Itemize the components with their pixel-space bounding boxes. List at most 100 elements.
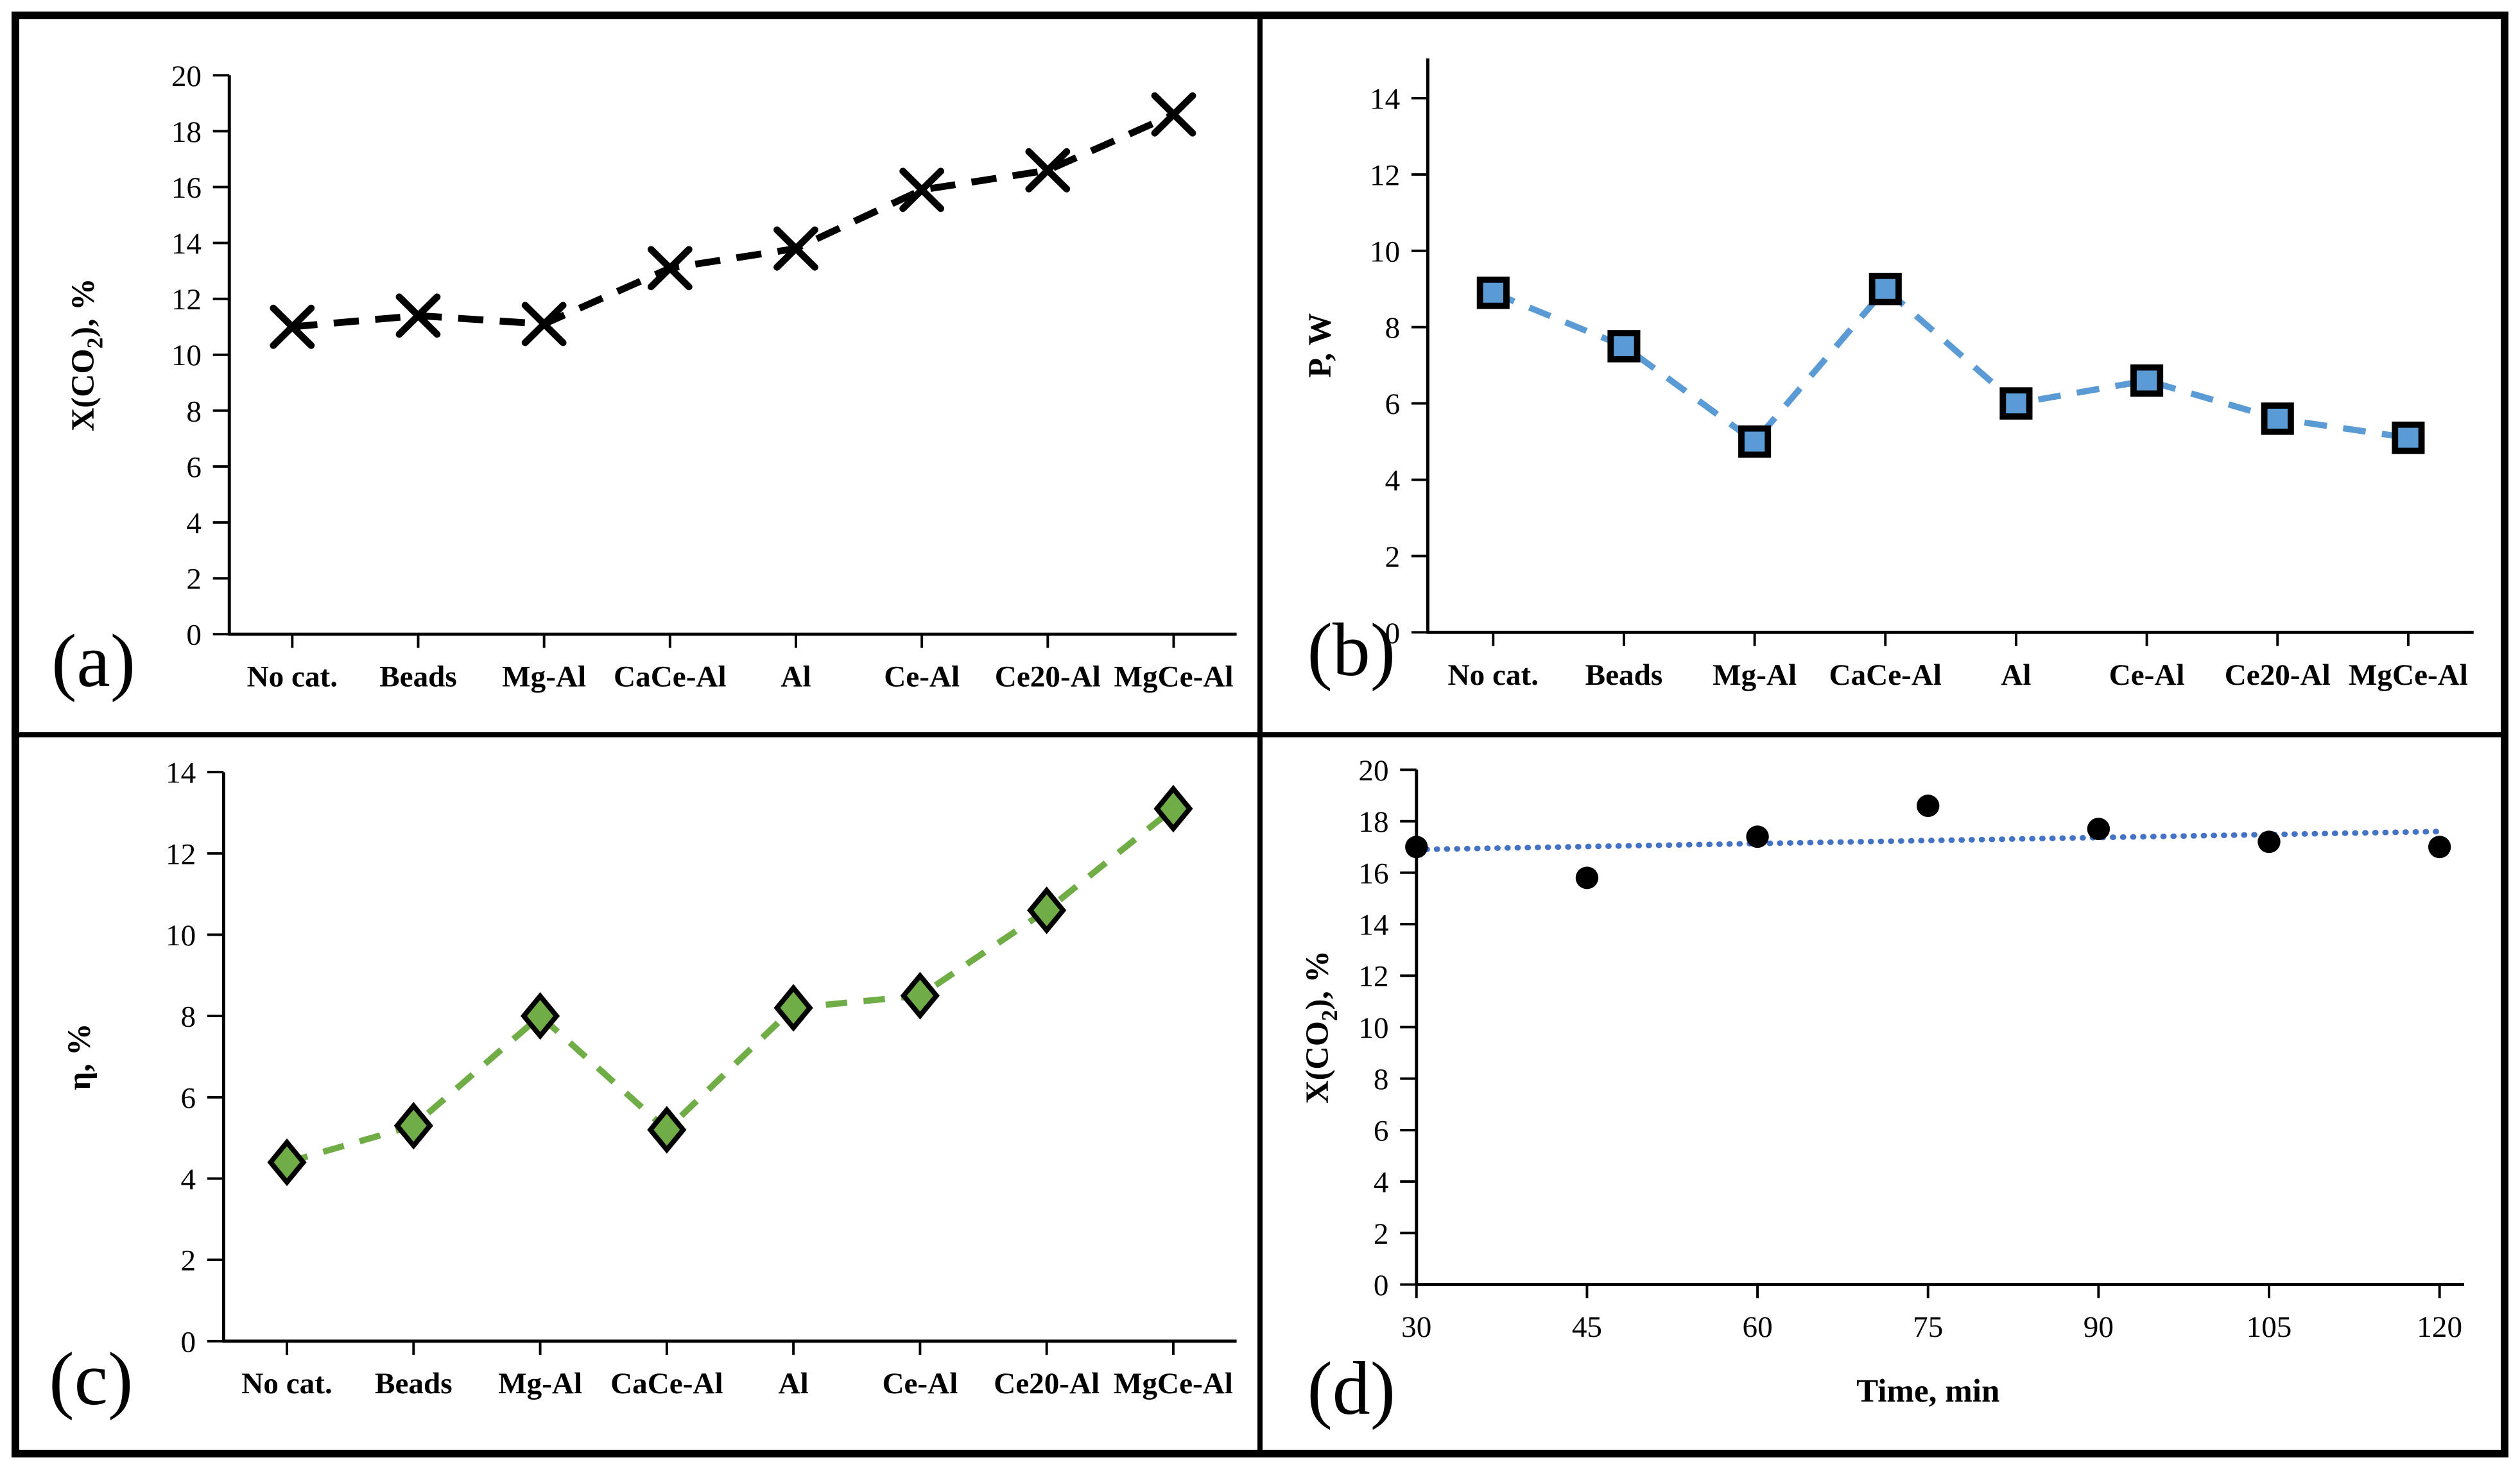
y-tick-label: 14 [1370, 83, 1400, 116]
category-label: MgCe-Al [2349, 658, 2468, 692]
y-tick-label: 14 [1358, 908, 1388, 941]
trend-line [1413, 828, 2443, 852]
panel-a: 0 2 4 6 8 10 12 14 16 18 20 No cat. Beads Mg-Al CaCe-A… [19, 19, 1260, 735]
y-tick-label: 18 [171, 116, 202, 149]
category-label: CaCe-Al [610, 1367, 723, 1400]
y-tick-label: 0 [1385, 617, 1401, 650]
category-label: Ce20-Al [994, 1367, 1100, 1400]
marker-square [2130, 364, 2164, 397]
marker-square [1476, 276, 1510, 309]
marker-circle [2428, 835, 2451, 858]
y-tick-label: 2 [1374, 1217, 1389, 1251]
chart-a-co2-conversion-by-catalyst: 0 2 4 6 8 10 12 14 16 18 20 No cat. Beads Mg-Al CaCe-A… [65, 60, 1237, 694]
marker-x-cross [395, 293, 441, 338]
figure-panel-grid: 0 2 4 6 8 10 12 14 16 18 20 No cat. Beads Mg-Al CaCe-A… [12, 12, 2508, 1457]
category-label: Al [2001, 658, 2031, 692]
marker-x-cross [521, 302, 567, 347]
marker-diamond [900, 971, 940, 1020]
marker-diamond [267, 1138, 307, 1186]
y-tick-label: 16 [1358, 857, 1388, 890]
y-tick-label: 14 [166, 756, 196, 789]
y-tick-label: 6 [1374, 1114, 1389, 1147]
category-label: MgCe-Al [1114, 1367, 1233, 1400]
category-label: No cat. [1448, 658, 1539, 692]
y-tick-label: 4 [1374, 1165, 1389, 1199]
y-tick-label: 4 [181, 1163, 196, 1196]
y-tick-label: 8 [1374, 1063, 1389, 1096]
y-axis-title: X(CO2), % [1299, 950, 1342, 1104]
y-tick-label: 6 [186, 451, 202, 485]
y-tick-label: 8 [1385, 311, 1401, 345]
category-label: Mg-Al [502, 660, 586, 694]
panel-d-letter: (d) [1307, 1346, 1396, 1431]
y-tick-label: 2 [1385, 540, 1401, 574]
marker-x-cross [270, 304, 315, 349]
y-tick-label: 8 [181, 1000, 196, 1033]
y-tick-label: 8 [186, 395, 202, 429]
panel-b: 0 2 4 6 8 10 12 14 No cat. Beads Mg-Al CaCe-Al Al Ce-… [1260, 19, 2501, 735]
x-tick-label: 105 [2247, 1310, 2292, 1344]
y-tick-label: 20 [1358, 754, 1388, 787]
y-tick-label: 10 [1370, 236, 1400, 269]
marker-x-cross [1151, 92, 1196, 137]
marker-square [2392, 421, 2425, 454]
y-tick-label: 2 [186, 563, 202, 596]
y-tick-label: 6 [181, 1081, 196, 1115]
marker-square [1868, 273, 1902, 305]
category-label: Ce-Al [884, 660, 960, 694]
y-tick-label: 0 [186, 619, 202, 652]
series-line [291, 111, 1175, 331]
marker-diamond [393, 1101, 433, 1149]
marker-x-cross [647, 246, 693, 291]
y-tick-label: 10 [166, 919, 196, 952]
category-label: Beads [1585, 658, 1663, 692]
y-tick-label: 0 [181, 1325, 196, 1359]
y-tick-label: 2 [181, 1244, 196, 1277]
category-label: Ce20-Al [2225, 658, 2331, 692]
y-axis-title: X(CO2), % [65, 278, 108, 431]
marker-diamond [1027, 886, 1067, 934]
marker-square [1607, 330, 1641, 363]
series-line [1492, 284, 2409, 446]
marker-x-cross [773, 226, 818, 271]
category-label: No cat. [247, 660, 338, 694]
category-label: No cat. [241, 1367, 332, 1400]
chart-c-efficiency-by-catalyst: 0 2 4 6 8 10 12 14 No cat. Beads Mg-Al CaCe-Al Al Ce-… [61, 756, 1237, 1400]
marker-square [2261, 402, 2294, 435]
marker-circle [2087, 817, 2110, 840]
category-label: Al [779, 1367, 809, 1400]
category-label: Beads [375, 1367, 453, 1400]
x-tick-label: 30 [1401, 1310, 1431, 1344]
marker-diamond [1153, 784, 1193, 832]
marker-square [1999, 387, 2033, 420]
panel-c: 0 2 4 6 8 10 12 14 No cat. Beads Mg-Al CaCe-Al Al Ce-… [19, 734, 1260, 1450]
y-tick-label: 12 [1370, 159, 1400, 193]
marker-diamond [773, 983, 813, 1032]
marker-circle [1917, 794, 1940, 817]
y-axis-title: η, % [61, 1023, 97, 1090]
series-line [286, 805, 1176, 1165]
x-tick-label: 120 [2417, 1310, 2462, 1344]
marker-circle [1575, 866, 1599, 889]
y-tick-label: 12 [166, 838, 196, 871]
y-tick-label: 0 [1374, 1269, 1389, 1302]
x-tick-label: 75 [1913, 1310, 1943, 1344]
marker-diamond [647, 1105, 687, 1154]
category-label: Beads [379, 660, 457, 694]
marker-x-cross [899, 168, 945, 212]
category-label: Ce20-Al [995, 660, 1101, 694]
y-tick-label: 4 [1385, 464, 1401, 497]
x-tick-label: 90 [2084, 1310, 2114, 1344]
category-label: CaCe-Al [1829, 658, 1942, 692]
panel-a-letter: (a) [51, 619, 136, 703]
chart-d-co2-conversion-vs-time: 0 2 4 6 8 10 12 14 16 18 20 30 45 60 75 90 105 120 X(CO2),… [1299, 754, 2465, 1408]
y-tick-label: 6 [1385, 388, 1401, 421]
y-tick-label: 12 [171, 283, 202, 316]
category-label: CaCe-Al [614, 660, 727, 694]
y-tick-label: 18 [1358, 805, 1388, 839]
y-tick-label: 14 [171, 227, 202, 261]
y-tick-label: 4 [186, 507, 202, 540]
category-label: Al [781, 660, 811, 694]
marker-circle [2257, 830, 2281, 853]
